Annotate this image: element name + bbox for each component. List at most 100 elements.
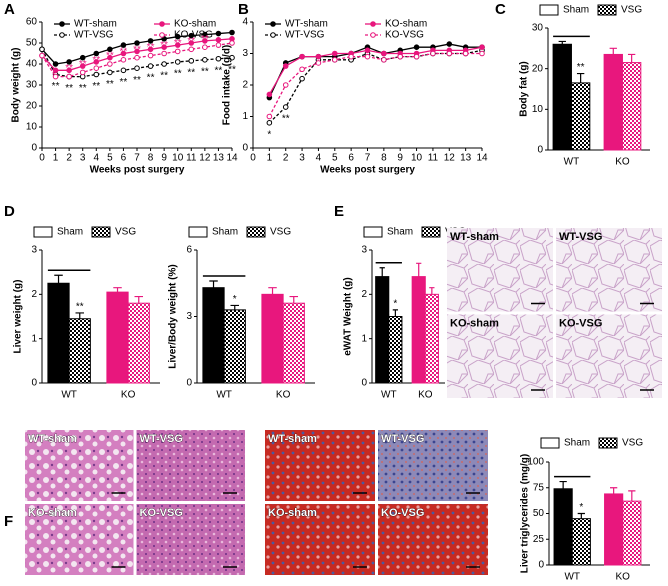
significance: ** bbox=[106, 79, 114, 90]
micrograph-label: WT-VSG bbox=[140, 433, 183, 445]
x-tick-label: 11 bbox=[186, 153, 197, 164]
significance: ** bbox=[79, 59, 87, 70]
y-tick-label: 30 bbox=[532, 23, 544, 34]
marker bbox=[134, 65, 140, 71]
error-bar bbox=[113, 287, 122, 293]
x-tick-label: WT bbox=[61, 390, 77, 401]
y-tick-label: 3 bbox=[242, 48, 248, 59]
marker bbox=[93, 65, 100, 71]
legend-swatch bbox=[597, 4, 617, 16]
micrograph-label: KO-sham bbox=[28, 507, 77, 519]
marker bbox=[381, 57, 387, 63]
legend-label: WT-sham bbox=[74, 19, 117, 30]
significance: ** bbox=[133, 75, 141, 86]
marker bbox=[479, 50, 485, 57]
legend-label: WT-VSG bbox=[285, 30, 325, 41]
y-tick-label: 20 bbox=[532, 63, 544, 74]
significance: ** bbox=[120, 77, 128, 88]
marker bbox=[134, 40, 140, 46]
bar bbox=[202, 287, 225, 384]
marker bbox=[315, 60, 322, 66]
x-tick-label: KO bbox=[616, 572, 631, 583]
x-tick-label: 5 bbox=[107, 153, 113, 164]
x-tick-label: WT bbox=[564, 157, 580, 168]
micrograph bbox=[265, 430, 375, 501]
x-tick-label: KO bbox=[121, 390, 136, 401]
x-tick-label: 9 bbox=[397, 153, 403, 164]
marker bbox=[381, 50, 387, 57]
y-tick-label: 0 bbox=[361, 378, 367, 389]
y-tick-label: 10 bbox=[26, 122, 38, 133]
x-tick-label: 0 bbox=[39, 153, 45, 164]
y-axis-label: Liver triglycerides (mg/g) bbox=[520, 454, 531, 573]
marker bbox=[202, 57, 208, 63]
marker bbox=[348, 53, 354, 60]
micrograph-label: KO-sham bbox=[268, 507, 317, 519]
legend-label: WT-sham bbox=[285, 19, 328, 30]
y-tick-label: 0 bbox=[31, 143, 37, 154]
y-tick-label: 1 bbox=[361, 333, 367, 344]
y-axis-label: Body fat (g) bbox=[519, 61, 530, 117]
marker bbox=[52, 61, 59, 67]
bar bbox=[47, 282, 70, 384]
bar bbox=[282, 302, 305, 384]
marker bbox=[147, 46, 154, 53]
marker bbox=[446, 50, 453, 57]
significance: ** bbox=[65, 83, 73, 94]
significance: ** bbox=[120, 46, 128, 57]
micrograph-label: KO-sham bbox=[450, 317, 499, 329]
marker bbox=[266, 91, 273, 98]
x-tick-label: 0 bbox=[250, 153, 256, 164]
error-bar bbox=[379, 267, 385, 277]
marker bbox=[134, 54, 140, 61]
legend-label: Sham bbox=[563, 5, 589, 16]
legend-swatch bbox=[91, 226, 111, 238]
marker bbox=[161, 61, 167, 67]
marker bbox=[430, 50, 436, 57]
marker bbox=[282, 104, 289, 110]
marker bbox=[120, 42, 127, 48]
bar bbox=[388, 316, 403, 384]
marker bbox=[107, 46, 113, 53]
micrograph bbox=[25, 504, 134, 575]
x-tick-label: 6 bbox=[121, 153, 127, 164]
marker bbox=[364, 53, 371, 60]
marker bbox=[188, 40, 195, 46]
x-axis-label: Weeks post surgery bbox=[320, 165, 415, 176]
significance: ** bbox=[201, 34, 209, 45]
error-bar bbox=[429, 287, 435, 295]
legend-marker bbox=[59, 32, 65, 38]
legend-marker bbox=[270, 32, 276, 38]
marker bbox=[315, 53, 322, 60]
significance: * bbox=[233, 294, 237, 305]
legend-marker bbox=[59, 21, 65, 27]
bar bbox=[622, 500, 642, 566]
panel-label: A bbox=[4, 1, 15, 18]
marker bbox=[229, 29, 235, 36]
y-axis-label: eWAT Weight (g) bbox=[343, 277, 354, 356]
y-tick-label: 10 bbox=[532, 104, 544, 115]
error-bar bbox=[627, 53, 636, 63]
x-tick-label: 1 bbox=[53, 153, 59, 164]
legend-label: Sham bbox=[387, 227, 413, 238]
y-tick-label: 60 bbox=[26, 17, 38, 28]
marker bbox=[299, 53, 305, 60]
marker bbox=[147, 38, 154, 44]
legend-label: KO-VSG bbox=[174, 30, 213, 41]
micrograph bbox=[25, 430, 134, 501]
significance: ** bbox=[160, 71, 168, 82]
marker bbox=[413, 53, 420, 60]
marker bbox=[93, 59, 100, 65]
y-tick-label: 40 bbox=[26, 59, 38, 70]
legend-label: Sham bbox=[57, 227, 83, 238]
micrograph bbox=[556, 314, 662, 398]
marker bbox=[93, 71, 100, 78]
panel-label: F bbox=[4, 513, 13, 530]
error-bar bbox=[54, 274, 63, 284]
y-tick-label: 1 bbox=[242, 111, 248, 122]
x-tick-label: 4 bbox=[94, 153, 100, 164]
x-tick-label: 9 bbox=[161, 153, 167, 164]
legend-marker bbox=[159, 32, 165, 38]
x-tick-label: 2 bbox=[283, 153, 289, 164]
legend-label: KO-sham bbox=[385, 19, 427, 30]
